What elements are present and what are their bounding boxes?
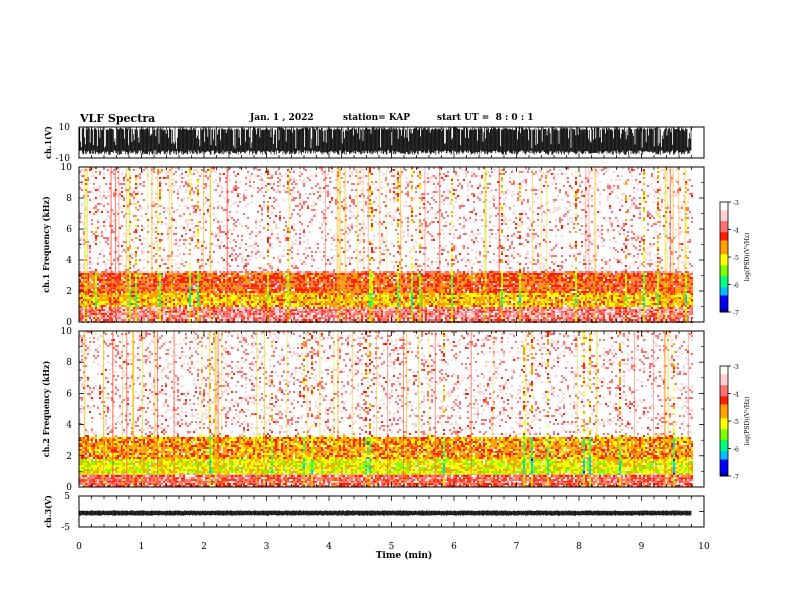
vlf-figure: 10-10ch.1(V)0246810ch.1 Frequency (kHz) -… — [0, 0, 792, 612]
waveform-trace — [79, 510, 691, 516]
x-tick-label: 0 — [76, 542, 82, 552]
ch3-wave-tick-label: -5 — [61, 523, 70, 533]
colorbar-tick-label: -6 — [733, 447, 739, 454]
colorbar-tick-label: -4 — [733, 392, 739, 399]
ch1-spec-tick-label: 10 — [61, 163, 73, 173]
x-tick-label: 2 — [201, 542, 207, 552]
ch2-colorbar-label: log(PSD)(V²/Hz) — [744, 397, 751, 446]
colorbar-tick-label: -4 — [733, 228, 739, 235]
ch1-spec-tick-label: 8 — [66, 194, 72, 204]
x-tick-label: 1 — [139, 542, 145, 552]
ch2-spec-tick-label: 6 — [66, 389, 72, 399]
ch1-spec-tick-label: 4 — [66, 256, 72, 266]
ch1-spec-tick-label: 6 — [66, 225, 72, 235]
colorbar-tick-label: -7 — [733, 310, 739, 317]
ch1-colorbar-label: log(PSD)(V²/Hz) — [744, 233, 751, 282]
x-tick-label: 6 — [451, 542, 457, 552]
colorbar-tick-label: -5 — [733, 255, 739, 262]
ch1-spec-tick-label: 2 — [66, 287, 72, 297]
colorbar-tick-label: -3 — [733, 364, 739, 371]
x-tick-label: 9 — [639, 542, 645, 552]
ch1-spec-ylabel: ch.1 Frequency (kHz) — [41, 196, 51, 293]
colorbar-tick-label: -5 — [733, 419, 739, 426]
ch2-spec-ylabel: ch.2 Frequency (kHz) — [41, 361, 51, 458]
ch2-spec-tick-label: 10 — [61, 327, 73, 337]
colorbar-tick-label: -3 — [733, 200, 739, 207]
x-tick-label: 4 — [326, 542, 332, 552]
ch2-spec-tick-label: 2 — [66, 452, 72, 462]
x-axis-label: Time (min) — [376, 550, 433, 561]
x-tick-label: 3 — [264, 542, 270, 552]
x-tick-label: 10 — [698, 542, 710, 552]
waveform-trace — [79, 127, 691, 155]
ch2-spec-tick-label: 4 — [66, 421, 72, 431]
ch3-wave-tick-label: 5 — [64, 492, 70, 502]
x-tick-label: 8 — [576, 542, 582, 552]
ch1-wave-ylabel: ch.1(V) — [43, 126, 53, 159]
colorbar-tick-label: -7 — [733, 474, 739, 481]
ch1-wave-tick-label: 10 — [59, 123, 71, 133]
ch3-wave-ylabel: ch.3(V) — [43, 495, 53, 528]
x-tick-label: 7 — [514, 542, 520, 552]
colorbar-tick-label: -6 — [733, 283, 739, 290]
ch2-spec-tick-label: 8 — [66, 358, 72, 368]
